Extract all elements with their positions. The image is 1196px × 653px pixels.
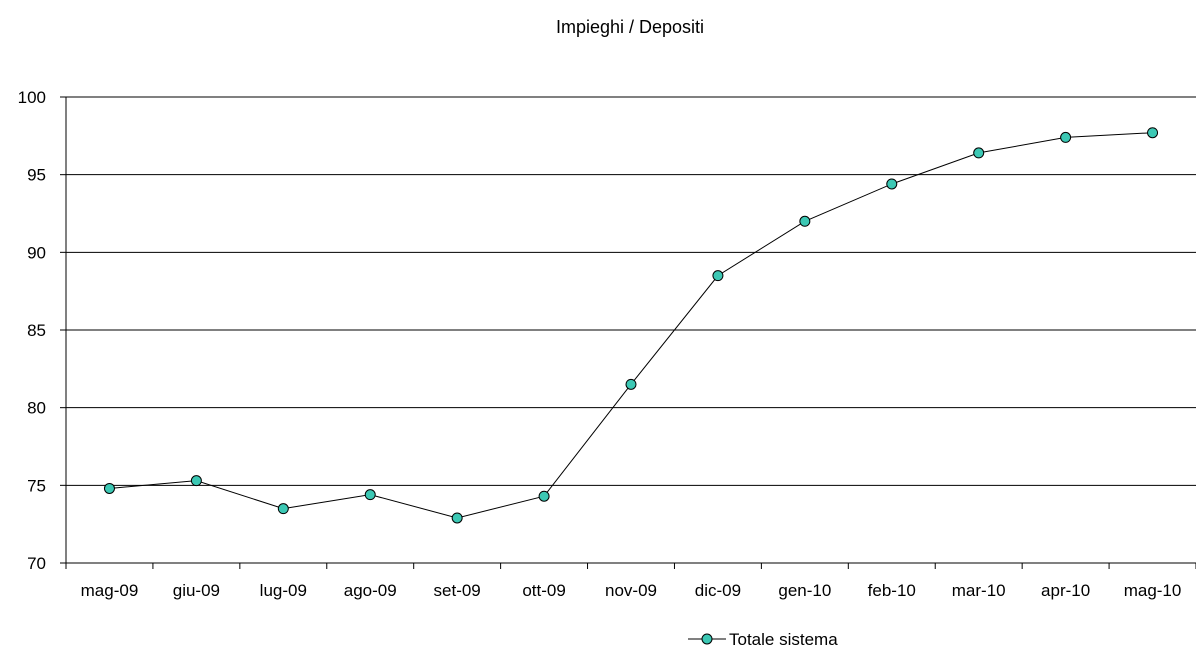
data-point: [886, 178, 898, 190]
y-tick-label: 85: [27, 321, 46, 340]
x-tick-labels: mag-09 giu-09 lug-09 ago-09 set-09 ott-09 nov-…: [81, 581, 1182, 600]
x-tick-label: mag-09: [81, 581, 139, 600]
chart-title: Impieghi / Depositi: [555, 17, 705, 37]
x-tick-label: dic-09: [695, 581, 741, 600]
x-tick-label: apr-10: [1041, 581, 1090, 600]
data-point: [712, 270, 724, 282]
legend-label: Totale sistema: [729, 630, 838, 649]
series-totale-sistema: [103, 127, 1159, 524]
data-point: [625, 378, 637, 390]
y-tick-label: 95: [27, 166, 46, 185]
data-point: [451, 512, 463, 524]
y-tick-label: 70: [27, 554, 46, 573]
y-tick-label: 80: [27, 399, 46, 418]
axes: [60, 96, 1196, 569]
y-tick-label: 90: [27, 243, 46, 262]
x-tick-label: ott-09: [522, 581, 565, 600]
y-tick-label: 75: [27, 476, 46, 495]
x-tick-label: gen-10: [778, 581, 831, 600]
x-tick-label: mag-10: [1124, 581, 1182, 600]
data-point: [1060, 131, 1072, 143]
y-tick-label: 100: [18, 88, 46, 107]
data-point: [103, 482, 115, 494]
x-tick-label: ago-09: [344, 581, 397, 600]
legend-marker: [701, 633, 713, 645]
data-point: [1147, 127, 1159, 139]
x-tick-label: set-09: [434, 581, 481, 600]
data-point: [973, 147, 985, 159]
series-line: [109, 132, 1153, 519]
data-point: [277, 503, 289, 515]
gridlines: [66, 96, 1196, 486]
data-point: [364, 489, 376, 501]
data-point: [538, 490, 550, 502]
x-tick-label: mar-10: [952, 581, 1006, 600]
data-point: [799, 215, 811, 227]
x-tick-label: nov-09: [605, 581, 657, 600]
x-tick-label: feb-10: [868, 581, 916, 600]
data-point: [190, 475, 202, 487]
y-tick-labels: 70 75 80 85 90 95 100: [18, 88, 46, 573]
x-tick-label: lug-09: [260, 581, 307, 600]
x-tick-label: giu-09: [173, 581, 220, 600]
legend: Totale sistema: [688, 630, 838, 649]
